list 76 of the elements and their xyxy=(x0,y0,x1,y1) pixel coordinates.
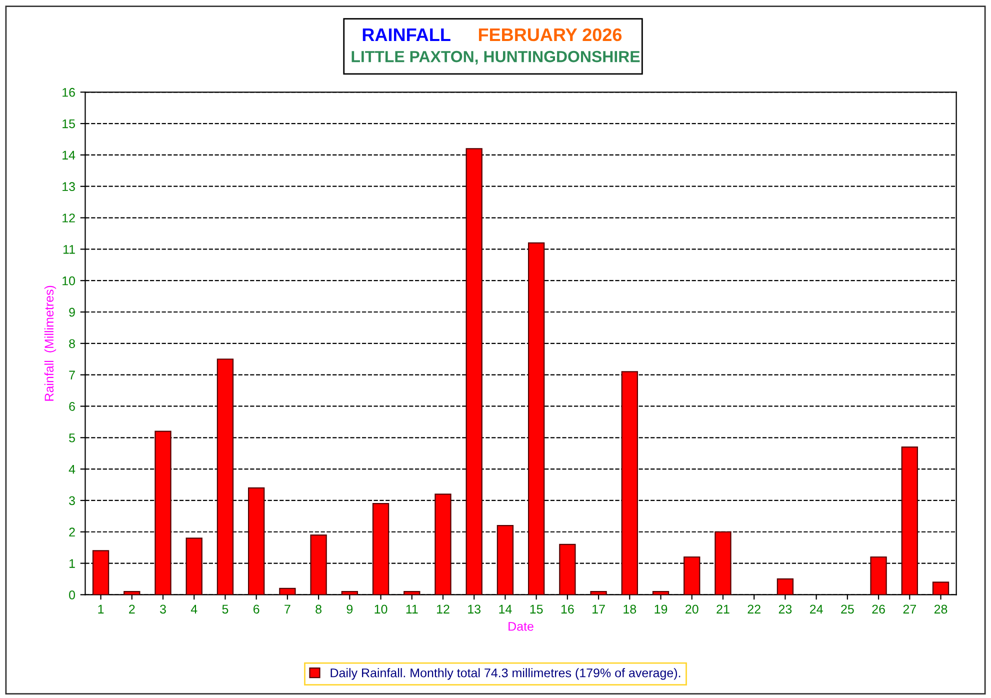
x-tick-label: 27 xyxy=(903,604,916,614)
bar xyxy=(216,358,234,595)
bar xyxy=(434,494,452,595)
bar xyxy=(404,591,420,595)
x-tick-label: 10 xyxy=(374,604,388,614)
y-tick-label: 2 xyxy=(69,528,75,536)
x-tick-label: 5 xyxy=(222,604,228,614)
bar xyxy=(590,591,607,595)
bar xyxy=(870,556,887,595)
x-tick-label: 15 xyxy=(530,604,543,614)
x-axis-title: Date xyxy=(508,622,534,631)
y-tick-label: 16 xyxy=(62,88,75,97)
y-tick-label: 15 xyxy=(62,119,75,128)
bar xyxy=(248,487,265,595)
x-tick-label: 16 xyxy=(561,604,574,614)
legend-label: Daily Rainfall. Monthly total 74.3 millimetres (179% of average). xyxy=(330,668,680,680)
bar xyxy=(341,591,358,595)
bar xyxy=(714,531,732,595)
y-tick-label: 6 xyxy=(69,402,75,411)
x-tick-label: 19 xyxy=(654,604,668,614)
bar xyxy=(652,591,670,595)
x-tick-label: 18 xyxy=(624,604,636,614)
x-tick-label: 22 xyxy=(748,604,760,614)
bar xyxy=(559,544,576,595)
x-tick-label: 28 xyxy=(934,604,948,614)
x-tick-label: 25 xyxy=(841,604,854,614)
y-tick-label: 11 xyxy=(63,245,75,254)
y-tick-label: 3 xyxy=(69,496,75,506)
x-tick-label: 24 xyxy=(810,604,823,614)
x-tick-label: 21 xyxy=(716,604,730,614)
y-tick-label: 4 xyxy=(68,464,76,474)
x-tick-label: 14 xyxy=(499,604,512,614)
bar xyxy=(310,534,327,595)
bar xyxy=(684,556,700,595)
chart-title: RAINFALL xyxy=(362,28,450,41)
y-tick-label: 9 xyxy=(69,308,75,317)
bar xyxy=(186,538,202,595)
y-tick-label: 0 xyxy=(69,590,76,600)
bar xyxy=(154,430,172,595)
bar xyxy=(901,446,918,595)
x-tick-label: 8 xyxy=(316,604,322,614)
x-tick-label: 6 xyxy=(253,604,260,614)
bar xyxy=(932,582,950,595)
x-tick-label: 7 xyxy=(284,604,290,614)
bar xyxy=(124,591,140,595)
chart-subtitle: LITTLE PAXTON, HUNTINGDONSHIRE xyxy=(352,50,640,65)
bar xyxy=(496,525,514,595)
text: FEBRUARY 2026 xyxy=(478,28,622,42)
x-tick-label: 4 xyxy=(190,604,198,614)
x-tick-label: 12 xyxy=(436,604,450,614)
bar xyxy=(279,588,296,595)
y-tick-label: 7 xyxy=(69,370,75,380)
y-axis-title: Rainfall (Millimetres) xyxy=(44,286,56,401)
y-tick-label: 5 xyxy=(69,434,75,442)
x-tick-label: 1 xyxy=(98,604,104,614)
bar xyxy=(466,148,482,595)
x-tick-label: 17 xyxy=(592,604,605,614)
bar xyxy=(92,550,110,595)
x-tick-label: 9 xyxy=(346,604,353,614)
x-tick-label: 3 xyxy=(160,604,166,614)
y-tick-label: 12 xyxy=(62,214,75,222)
x-tick-label: 20 xyxy=(686,604,698,614)
bar xyxy=(621,371,638,595)
x-tick-label: 2 xyxy=(129,604,135,614)
y-tick-label: 1 xyxy=(70,559,75,568)
y-tick-label: 8 xyxy=(69,339,75,348)
x-tick-label: 26 xyxy=(872,604,885,614)
y-tick-label: 13 xyxy=(62,182,75,192)
x-tick-label: 11 xyxy=(406,604,418,614)
bar xyxy=(776,578,794,595)
x-tick-label: 13 xyxy=(468,604,481,614)
y-tick-label: 10 xyxy=(62,276,76,286)
bar xyxy=(528,242,545,595)
x-tick-label: 23 xyxy=(778,604,792,614)
y-tick-label: 14 xyxy=(62,150,76,160)
bar xyxy=(372,503,390,595)
